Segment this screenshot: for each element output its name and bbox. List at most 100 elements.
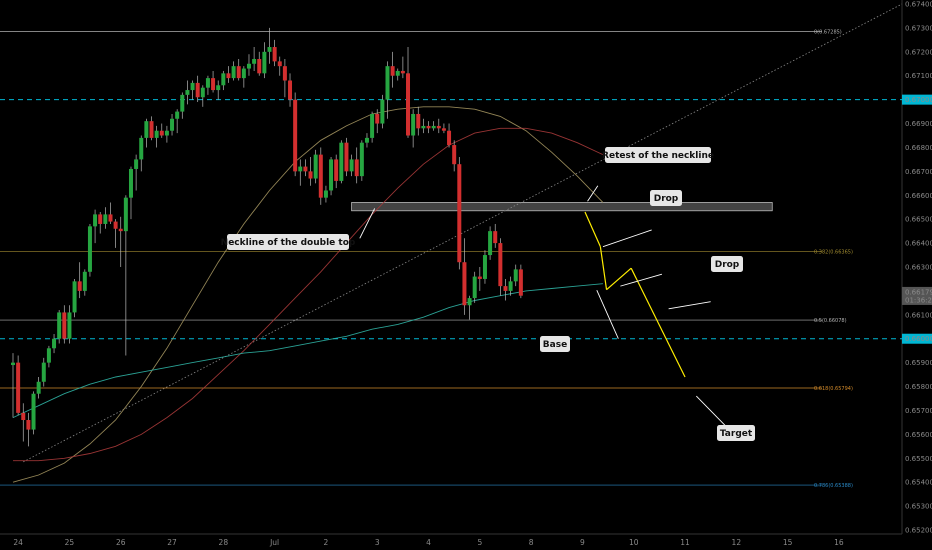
fib-level-label: 0.786(0.65388) (814, 483, 853, 489)
candle-body (436, 125, 441, 129)
candle-body (359, 142, 364, 177)
x-tick-label: 25 (65, 538, 75, 547)
candle-body (267, 47, 272, 52)
candle-body (164, 130, 169, 136)
x-tick-label: 11 (680, 538, 690, 547)
annotation-label: Retest of the neckline (602, 151, 714, 161)
key-level-label: 0.67000 (905, 96, 932, 104)
candle-body (493, 231, 498, 244)
candle-body (395, 70, 400, 76)
candle-body (67, 312, 72, 339)
candle-body (149, 121, 154, 138)
callout-pointer (668, 301, 711, 310)
candle-body (441, 128, 446, 131)
y-tick-label: 0.65200 (905, 527, 932, 535)
x-tick-label: 4 (426, 538, 431, 547)
candle-body (87, 226, 92, 272)
candle-body (231, 66, 236, 79)
candle-body (118, 228, 123, 232)
x-tick-label: 28 (219, 538, 229, 547)
x-tick-label: 24 (13, 538, 23, 547)
candle-body (46, 348, 51, 363)
candle-body (308, 171, 313, 179)
current-price-label: 0.66179 (905, 288, 932, 296)
callout-pointer (620, 273, 663, 287)
candle-body (380, 99, 385, 124)
y-tick-label: 0.67100 (905, 72, 932, 80)
y-tick-label: 0.67300 (905, 24, 932, 32)
candle-body (170, 118, 175, 131)
projection-line (584, 211, 601, 247)
candle-body (16, 362, 21, 413)
candle-body (508, 281, 513, 291)
annotation-label: Neckline of the double top (221, 238, 356, 248)
candle-body (344, 142, 349, 172)
candle-body (159, 130, 164, 136)
x-tick-label: 5 (477, 538, 482, 547)
dotted-trendline (23, 3, 903, 463)
annotation-label: Drop (654, 194, 679, 204)
candle-body (139, 137, 144, 160)
candle-body (62, 312, 67, 339)
candle-body (257, 58, 262, 74)
x-tick-label: Jul (269, 538, 279, 547)
candle-body (426, 125, 431, 129)
candle-body (282, 66, 287, 81)
x-tick-label: 12 (732, 538, 742, 547)
x-tick-label: 2 (324, 538, 329, 547)
candle-body (113, 221, 118, 229)
candle-body (93, 214, 98, 227)
y-tick-label: 0.66900 (905, 120, 932, 128)
fib-level-label: 0.5(0.66078) (814, 318, 847, 324)
y-tick-label: 0.65400 (905, 479, 932, 487)
projection-line (630, 267, 686, 378)
x-tick-label: 27 (167, 538, 177, 547)
candle-body (103, 214, 108, 224)
annotation-box (227, 234, 349, 250)
x-tick-label: 8 (529, 538, 534, 547)
y-tick-label: 0.65700 (905, 407, 932, 415)
candle-body (513, 269, 518, 282)
candle-body (452, 145, 457, 165)
candle-body (216, 85, 221, 91)
x-tick-label: 26 (116, 538, 126, 547)
candle-body (134, 159, 139, 169)
candle-body (354, 159, 359, 177)
candle-body (77, 281, 82, 291)
candle-body (128, 168, 133, 198)
candle-body (52, 338, 57, 349)
candle-body (185, 90, 190, 95)
candle-body (482, 255, 487, 279)
countdown-label: 01:36:26 (905, 296, 932, 304)
x-tick-label: 3 (375, 538, 380, 547)
annotation-label: Target (720, 429, 753, 439)
fib-level-label: 0.618(0.65794) (814, 386, 853, 392)
annotation-label: Drop (715, 260, 740, 270)
moving-average-line (13, 127, 604, 462)
fib-level-label: 0.382(0.66365) (814, 249, 853, 255)
x-tick-label: 16 (834, 538, 844, 547)
candle-body (180, 94, 185, 112)
candle-body (252, 58, 257, 64)
candle-body (246, 63, 251, 69)
annotation-box (650, 190, 682, 206)
candle-body (190, 82, 195, 91)
candle-body (108, 214, 113, 222)
candle-body (421, 125, 426, 129)
candle-body (36, 381, 41, 394)
candle-body (447, 130, 452, 146)
x-tick-label: 9 (580, 538, 585, 547)
candle-body (477, 276, 482, 279)
annotation-box (717, 425, 755, 441)
annotation-label: Base (543, 340, 567, 350)
y-tick-label: 0.66700 (905, 168, 932, 176)
candle-body (375, 113, 380, 124)
candle-body (200, 87, 205, 98)
projection-line (599, 246, 608, 290)
candle-body (364, 137, 369, 143)
candle-body (498, 243, 503, 287)
candle-body (313, 154, 318, 179)
candle-body (318, 154, 323, 198)
candle-body (277, 61, 282, 67)
